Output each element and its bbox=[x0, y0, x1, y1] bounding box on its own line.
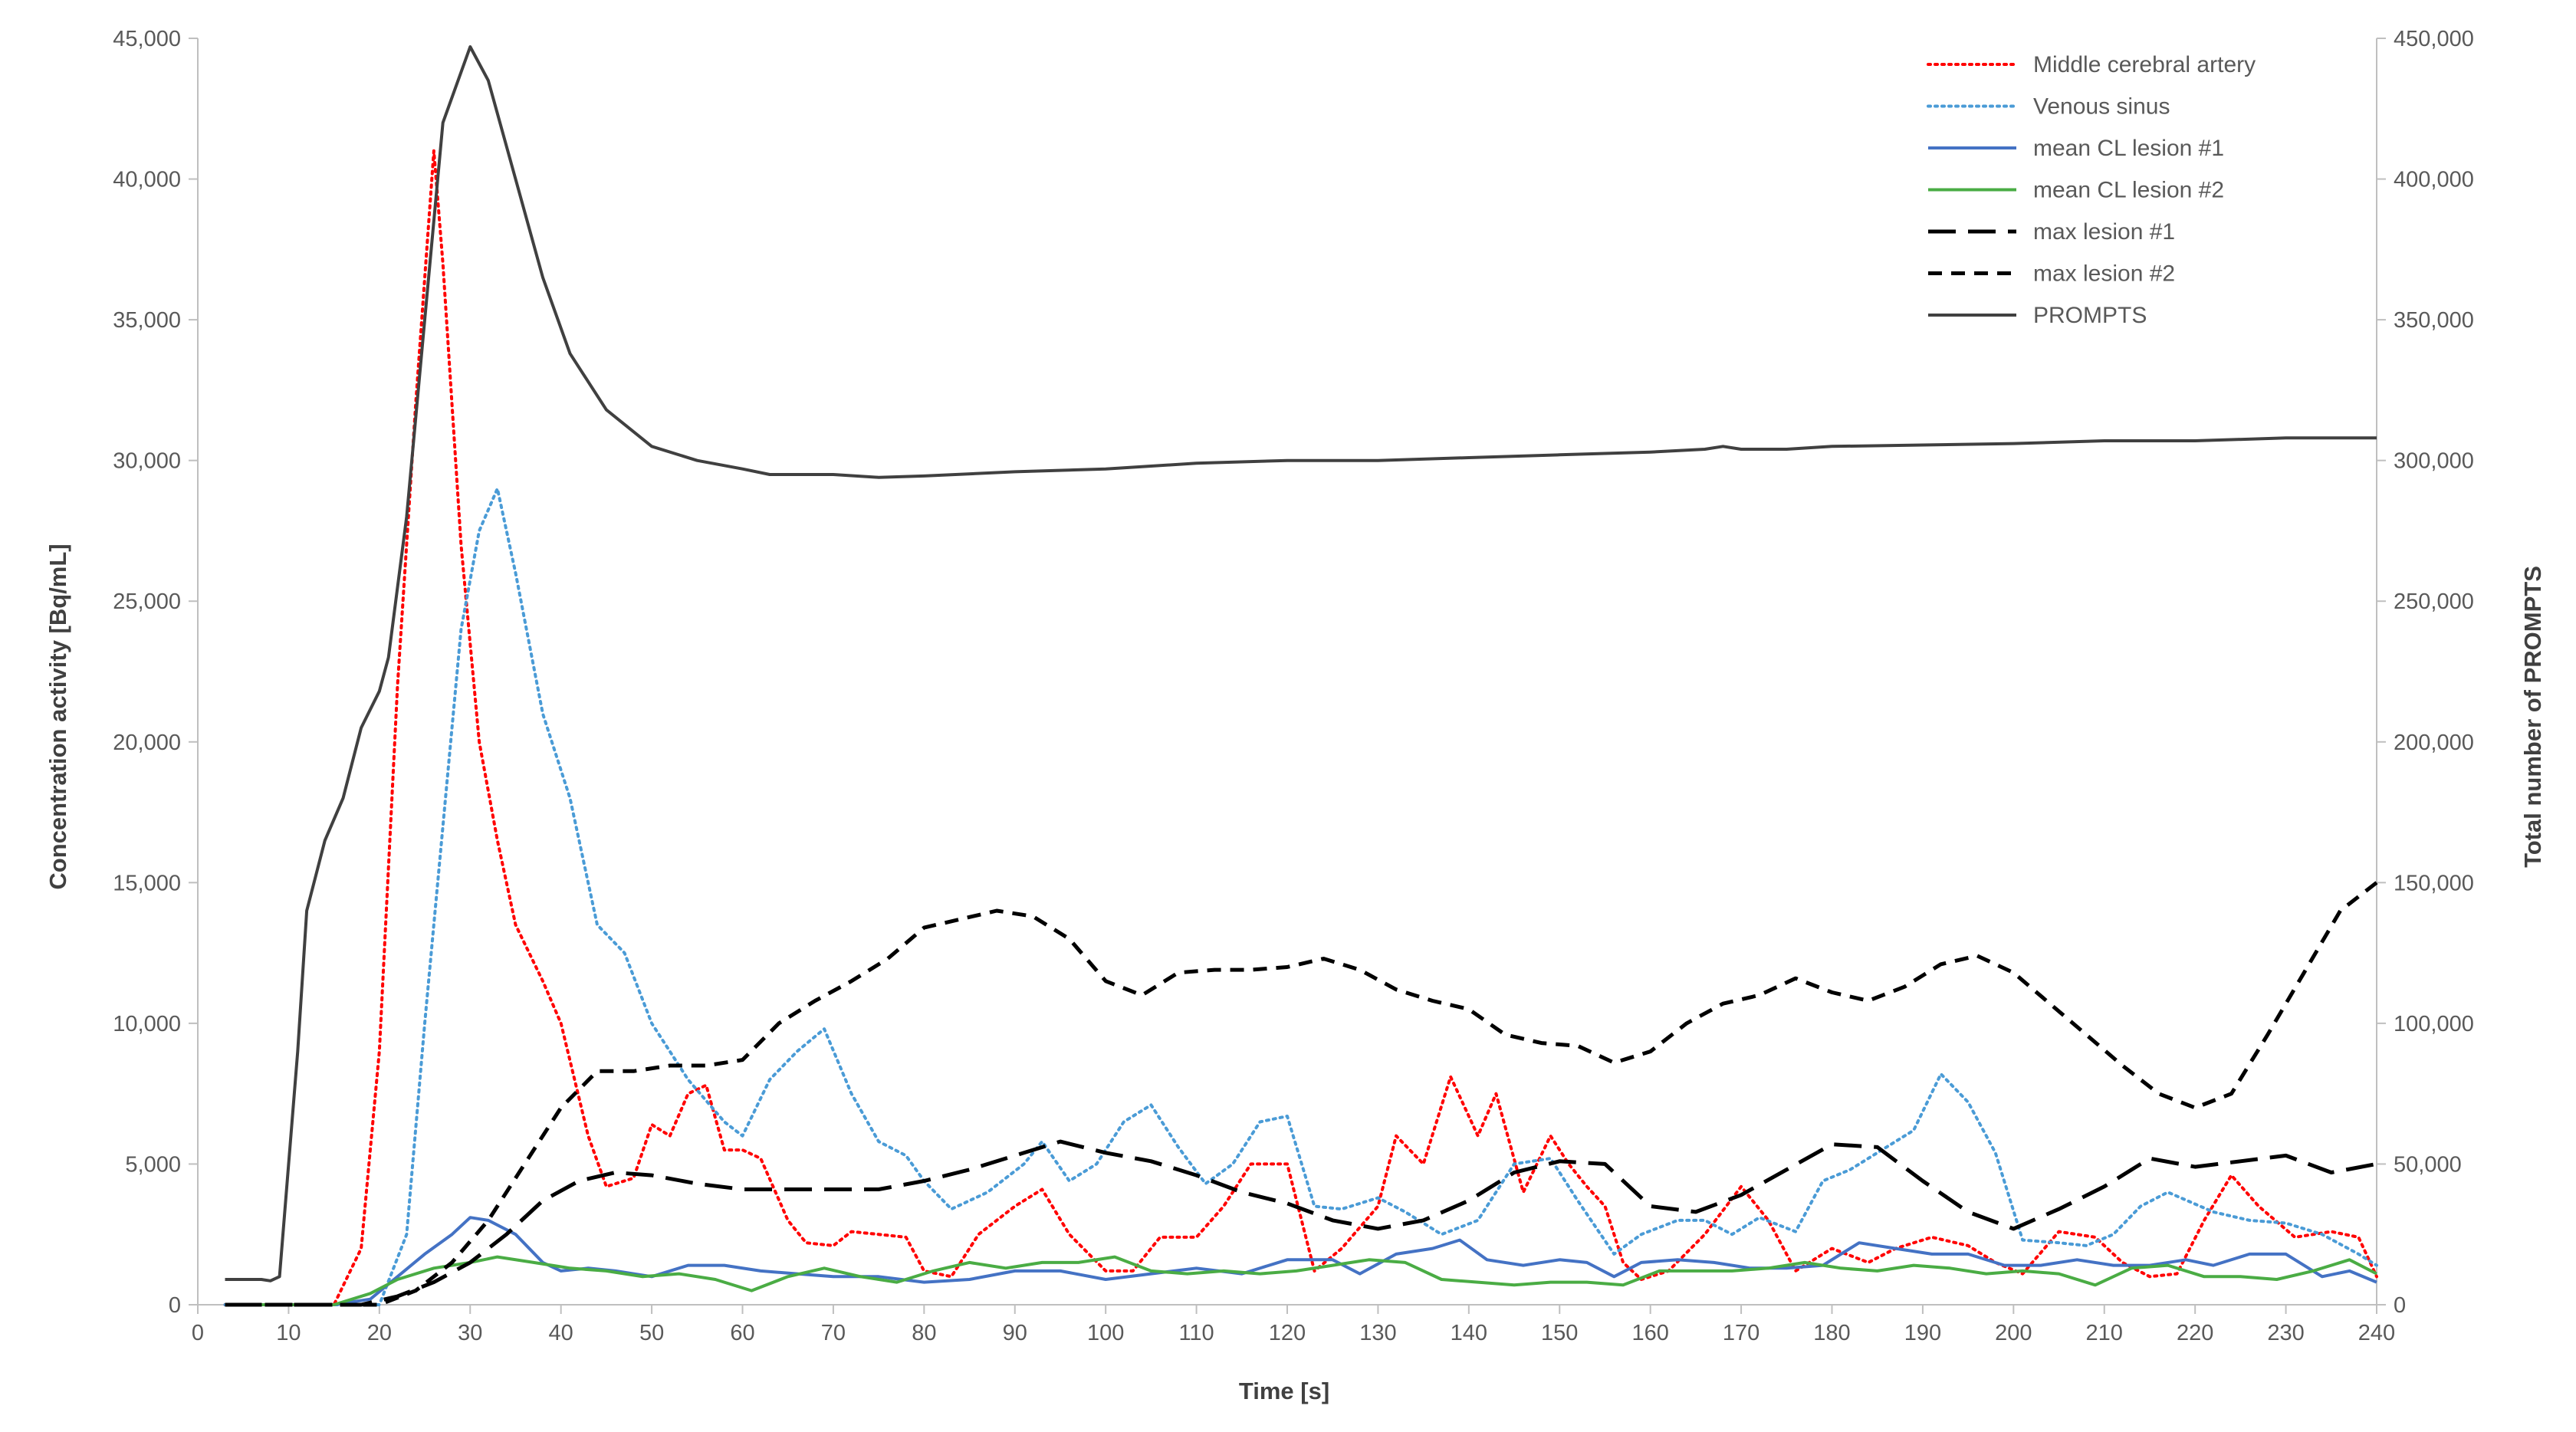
x-tick-label: 120 bbox=[1269, 1321, 1306, 1345]
x-tick-label: 160 bbox=[1631, 1321, 1668, 1345]
y2-tick-label: 0 bbox=[2394, 1293, 2406, 1318]
y-tick-label: 40,000 bbox=[113, 168, 181, 192]
y2-tick-label: 100,000 bbox=[2394, 1012, 2474, 1036]
x-tick-label: 10 bbox=[276, 1321, 301, 1345]
series-line-prompts bbox=[225, 45, 2377, 1283]
x-tick-label: 220 bbox=[2177, 1321, 2213, 1345]
y2-tick-label: 450,000 bbox=[2394, 27, 2474, 51]
legend-label-prompts: PROMPTS bbox=[2033, 303, 2147, 328]
x-tick-label: 100 bbox=[1087, 1321, 1124, 1345]
x-tick-label: 230 bbox=[2267, 1321, 2304, 1345]
x-tick-label: 70 bbox=[821, 1321, 846, 1345]
series-line-max-lesion-2 bbox=[225, 881, 2378, 1307]
y-tick-label: 0 bbox=[169, 1293, 181, 1318]
legend: Middle cerebral artery Venous sinus mean C… bbox=[1927, 52, 2256, 328]
y2-tick-label: 350,000 bbox=[2394, 308, 2474, 333]
y2-tick-label: 150,000 bbox=[2394, 871, 2474, 895]
series-line-venous-sinus bbox=[223, 487, 2378, 1306]
legend-label-mean-cl-lesion-2: mean CL lesion #2 bbox=[2033, 178, 2224, 203]
y2-tick-label: 300,000 bbox=[2394, 449, 2474, 474]
x-tick-label: 150 bbox=[1541, 1321, 1578, 1345]
y2-tick-label: 50,000 bbox=[2394, 1152, 2462, 1177]
axes-layer: 0 10 20 30 40 50 60 70 80 90 100 110 120 130 140 150 160… bbox=[113, 27, 2474, 1345]
x-tick-label: 200 bbox=[1995, 1321, 2032, 1345]
x-tick-label: 180 bbox=[1813, 1321, 1850, 1345]
y2-tick-label: 200,000 bbox=[2394, 731, 2474, 755]
x-tick-label: 30 bbox=[458, 1321, 482, 1345]
y2-tick-label: 250,000 bbox=[2394, 590, 2474, 614]
y2-tick-label: 400,000 bbox=[2394, 168, 2474, 192]
legend-label-max-lesion-2: max lesion #2 bbox=[2033, 261, 2175, 287]
y-tick-label: 30,000 bbox=[113, 449, 181, 474]
series-line-mean-cl-lesion-1 bbox=[225, 1216, 2377, 1306]
y-axis-title: Concentration activity [Bq/mL] bbox=[44, 544, 71, 889]
y2-axis-title: Total number of PROMPTS bbox=[2519, 566, 2546, 868]
legend-label-mean-cl-lesion-1: mean CL lesion #1 bbox=[2033, 136, 2224, 161]
x-tick-label: 210 bbox=[2086, 1321, 2123, 1345]
x-tick-label: 20 bbox=[367, 1321, 392, 1345]
y-tick-label: 35,000 bbox=[113, 308, 181, 333]
x-tick-label: 110 bbox=[1178, 1321, 1214, 1345]
x-tick-label: 140 bbox=[1451, 1321, 1487, 1345]
x-tick-label: 40 bbox=[549, 1321, 573, 1345]
x-axis-title: Time [s] bbox=[1239, 1378, 1329, 1404]
x-tick-label: 130 bbox=[1359, 1321, 1396, 1345]
x-tick-label: 60 bbox=[730, 1321, 754, 1345]
x-tick-label: 0 bbox=[192, 1321, 204, 1345]
legend-label-venous-sinus: Venous sinus bbox=[2033, 94, 2170, 120]
series-line-middle-cerebral-artery bbox=[223, 149, 2378, 1306]
series-layer bbox=[223, 45, 2378, 1307]
x-tick-label: 170 bbox=[1723, 1321, 1760, 1345]
y-tick-label: 45,000 bbox=[113, 27, 181, 51]
x-tick-label: 190 bbox=[1904, 1321, 1941, 1345]
series-line-max-lesion-1 bbox=[225, 1139, 2377, 1307]
x-tick-label: 50 bbox=[639, 1321, 664, 1345]
x-tick-label: 80 bbox=[912, 1321, 936, 1345]
legend-label-max-lesion-1: max lesion #1 bbox=[2033, 219, 2175, 245]
y-tick-label: 25,000 bbox=[113, 590, 181, 614]
x-tick-label: 90 bbox=[1003, 1321, 1027, 1345]
legend-label-middle-cerebral-artery: Middle cerebral artery bbox=[2033, 52, 2256, 77]
y-tick-label: 5,000 bbox=[125, 1152, 181, 1177]
series-line-mean-cl-lesion-2 bbox=[225, 1255, 2377, 1306]
y-tick-label: 20,000 bbox=[113, 731, 181, 755]
y-tick-label: 15,000 bbox=[113, 871, 181, 895]
x-tick-label: 240 bbox=[2358, 1321, 2395, 1345]
y-tick-label: 10,000 bbox=[113, 1012, 181, 1036]
